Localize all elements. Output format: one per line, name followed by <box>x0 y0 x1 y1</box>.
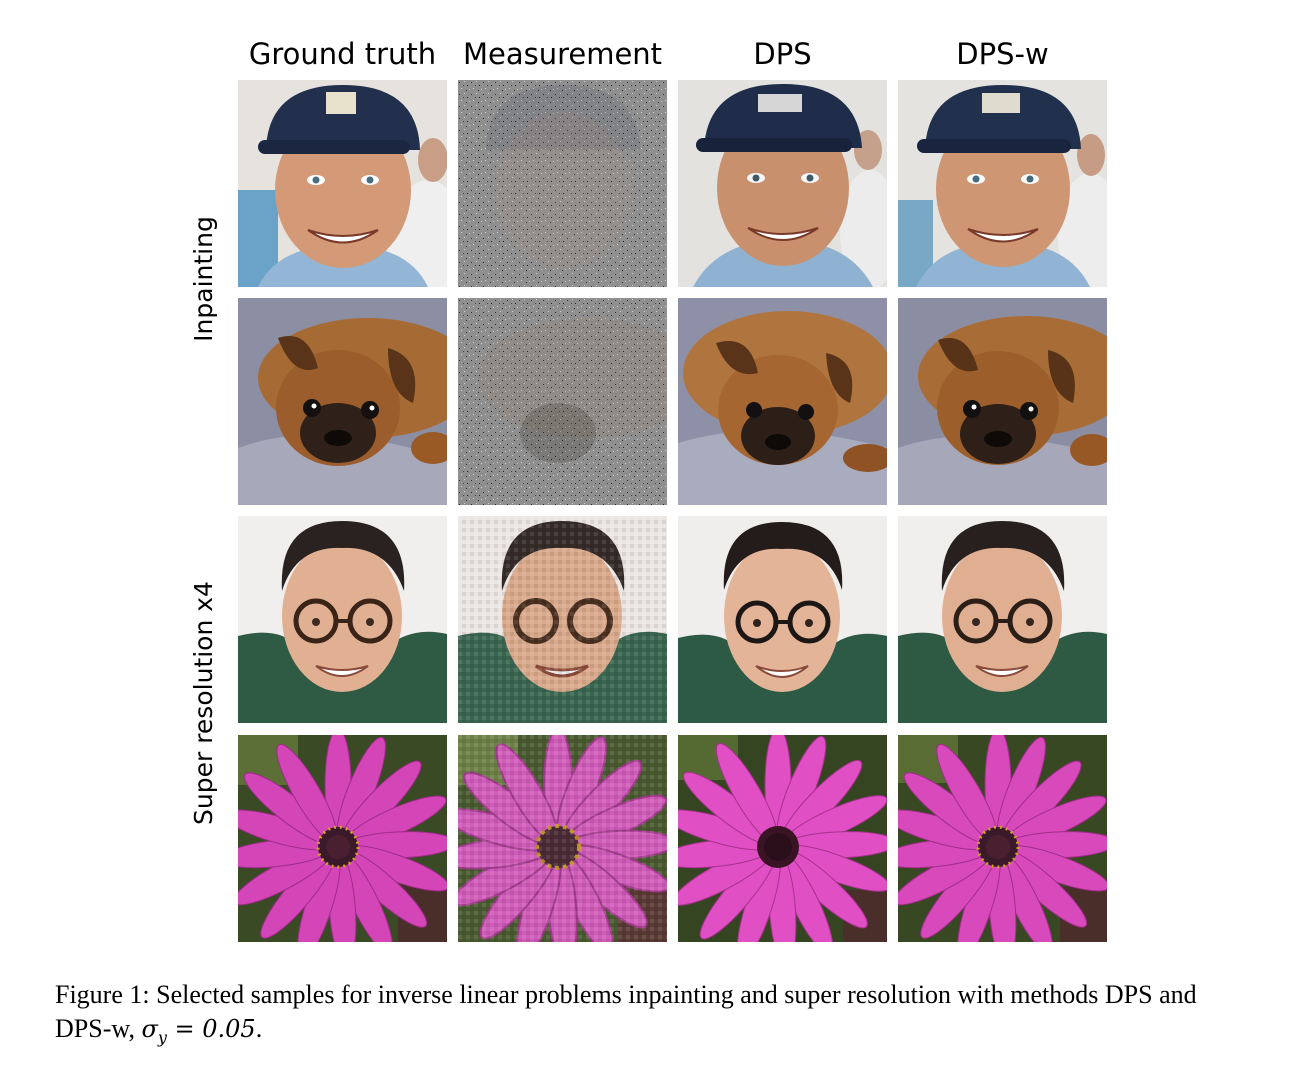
image-super-resolution-measurement-2 <box>458 735 667 942</box>
caption-suffix: . <box>255 1014 263 1043</box>
image-super-resolution-measurement-1 <box>458 516 667 723</box>
column-header-measurement: Measurement <box>462 37 663 71</box>
caption-math: σy = 0.05 <box>141 1015 256 1047</box>
image-inpainting-dps-1 <box>678 80 887 287</box>
image-inpainting-ground-truth-1 <box>238 80 447 287</box>
image-super-resolution-ground-truth-1 <box>238 516 447 723</box>
image-super-resolution-dps-w-2 <box>898 735 1107 942</box>
image-super-resolution-dps-w-1 <box>898 516 1107 723</box>
caption-math-sub: y <box>157 1027 167 1047</box>
row-label-super-resolution: Super resolution x4 <box>189 581 218 825</box>
column-header-dps-w: DPS-w <box>956 37 1049 71</box>
caption-text: Figure 1: Selected samples for inverse l… <box>55 980 1197 1043</box>
image-inpainting-dps-w-2 <box>898 298 1107 505</box>
column-header-ground-truth: Ground truth <box>248 37 437 71</box>
figure-caption: Figure 1: Selected samples for inverse l… <box>55 978 1255 1055</box>
image-inpainting-dps-w-1 <box>898 80 1107 287</box>
image-super-resolution-dps-1 <box>678 516 887 723</box>
image-inpainting-dps-2 <box>678 298 887 505</box>
image-super-resolution-dps-2 <box>678 735 887 942</box>
image-inpainting-measurement-2 <box>458 298 667 505</box>
column-header-dps: DPS <box>753 37 812 71</box>
image-super-resolution-ground-truth-2 <box>238 735 447 942</box>
image-inpainting-ground-truth-2 <box>238 298 447 505</box>
caption-math-rest: = 0.05 <box>166 1015 256 1043</box>
caption-math-var: σ <box>141 1015 158 1043</box>
image-inpainting-measurement-1 <box>458 80 667 287</box>
row-label-inpainting: Inpainting <box>189 216 218 342</box>
